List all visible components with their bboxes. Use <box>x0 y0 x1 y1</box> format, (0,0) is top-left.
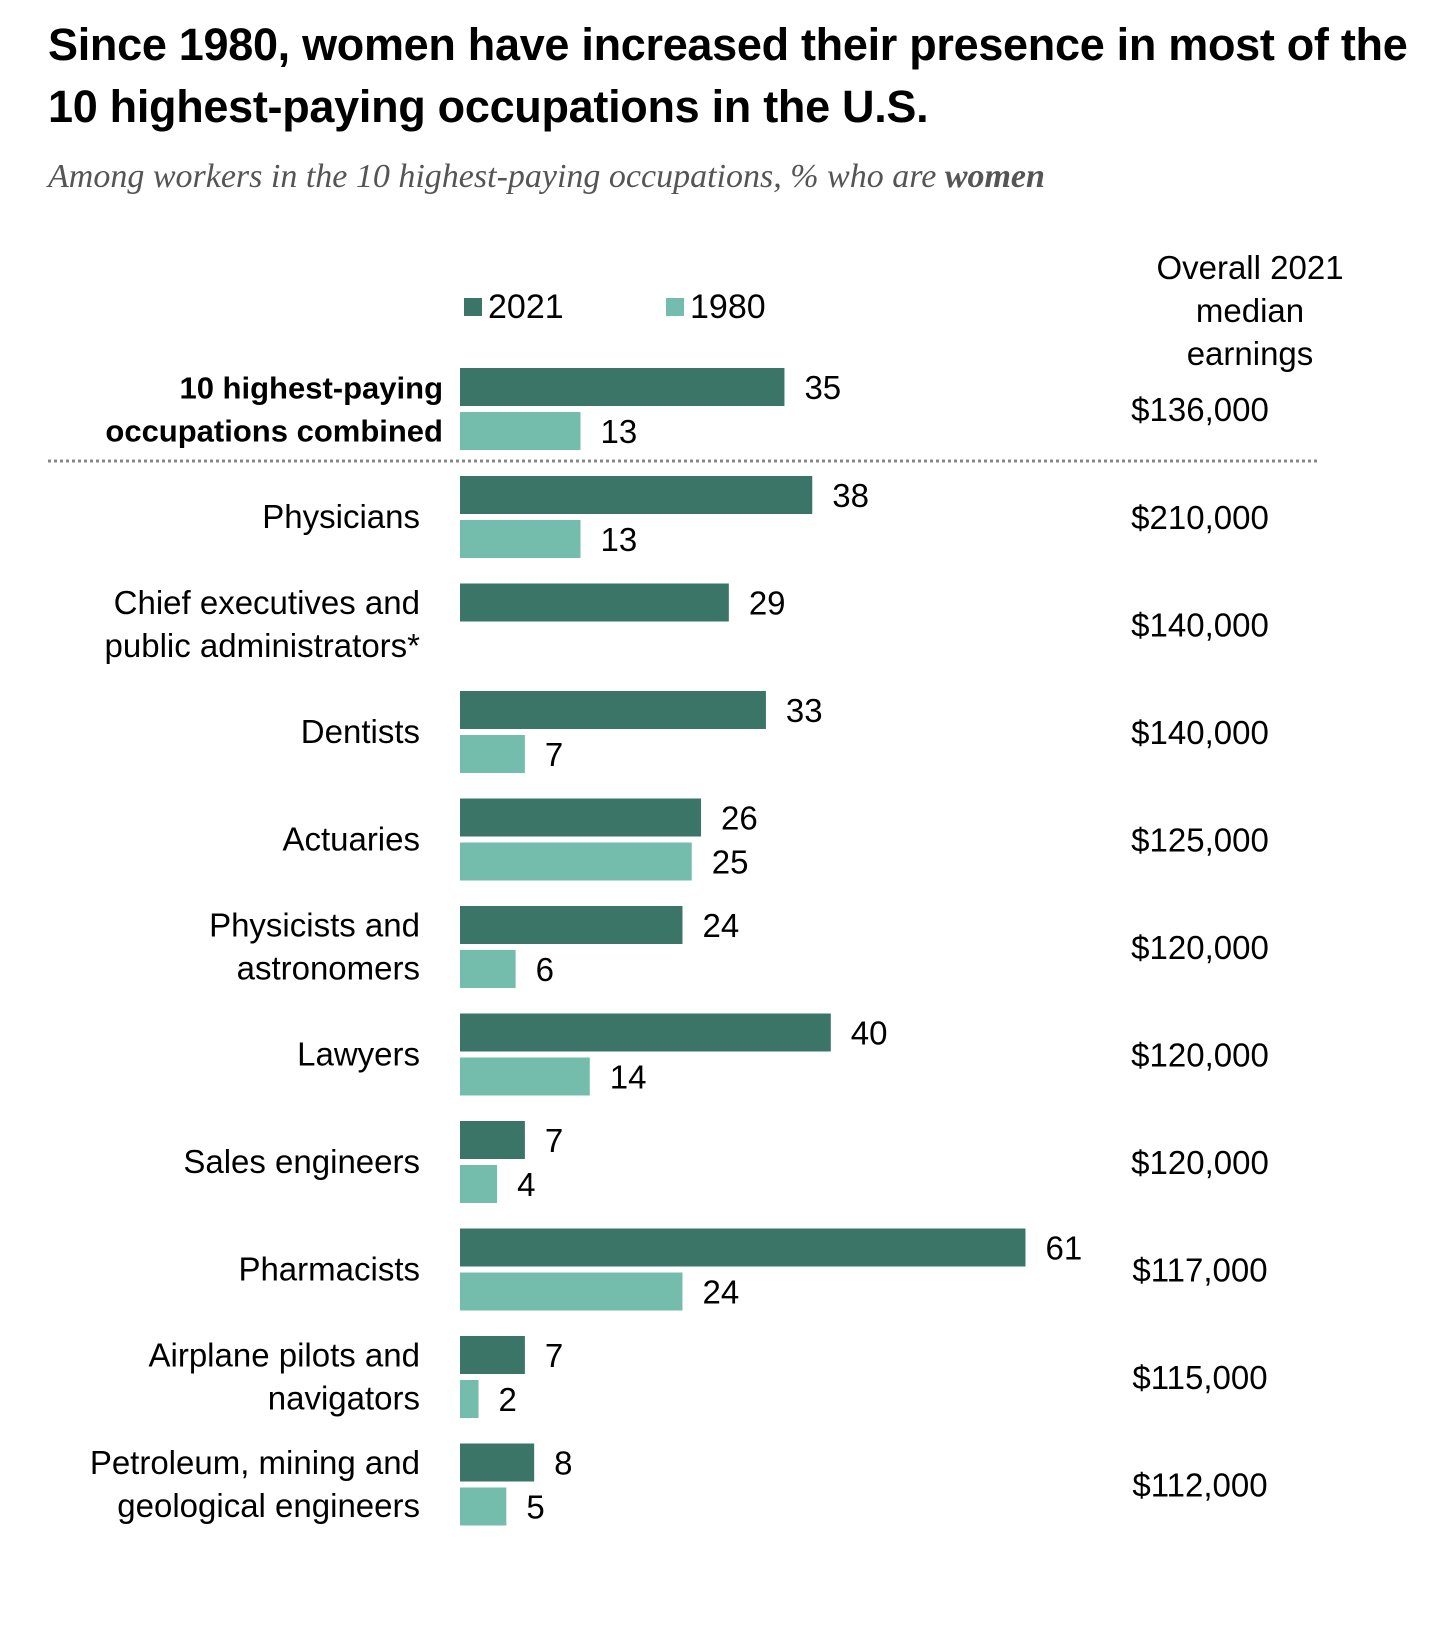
summary-label: 10 highest-paying <box>179 371 443 406</box>
bar-2021-row-1 <box>460 583 729 622</box>
bar-1980-row-4 <box>460 950 516 988</box>
value-label-2021-row-3: 26 <box>721 800 758 837</box>
value-label-2021-row-4: 24 <box>702 907 739 944</box>
earnings-value-row-2: $140,000 <box>1131 714 1269 751</box>
earnings-value-row-6: $120,000 <box>1131 1144 1269 1181</box>
bar-2021-row-6 <box>460 1121 525 1159</box>
earnings-value-row-3: $125,000 <box>1131 822 1269 859</box>
earnings-value-row-1: $140,000 <box>1131 607 1269 644</box>
earnings-header-line: median <box>1195 292 1305 329</box>
bar-1980-summary <box>460 412 581 450</box>
legend-label-1980: 1980 <box>690 288 766 326</box>
category-label: geological engineers <box>117 1487 420 1524</box>
chart-title: Since 1980, women have increased their p… <box>48 19 1408 132</box>
earnings-value-row-8: $115,000 <box>1132 1359 1267 1396</box>
bar-1980-row-0 <box>460 520 581 558</box>
bar-2021-summary <box>460 368 785 406</box>
value-label-1980-row-8: 2 <box>499 1381 517 1418</box>
value-label-1980-row-4: 6 <box>536 951 554 988</box>
earnings-value-row-5: $120,000 <box>1131 1037 1269 1074</box>
category-label: Physicians <box>262 498 420 535</box>
chart-subtitle: Among workers in the 10 highest-paying o… <box>48 158 1045 196</box>
legend-swatch-1980 <box>666 298 684 316</box>
value-label-1980-row-3: 25 <box>712 844 749 881</box>
value-label-2021-row-1: 29 <box>749 585 786 622</box>
summary-label: occupations combined <box>105 414 443 449</box>
bar-2021-row-0 <box>460 476 813 514</box>
bar-1980-row-3 <box>460 842 692 881</box>
value-label-1980-summary: 13 <box>601 413 638 450</box>
earnings-column-header: Overall 2021 median earnings <box>1130 246 1370 375</box>
category-label: Airplane pilots and <box>148 1337 420 1374</box>
bar-1980-row-8 <box>460 1380 479 1418</box>
bar-2021-row-3 <box>460 798 702 837</box>
value-label-1980-row-5: 14 <box>610 1059 647 1096</box>
value-label-1980-row-6: 4 <box>517 1166 535 1203</box>
earnings-value-row-7: $117,000 <box>1132 1252 1267 1289</box>
category-label: Lawyers <box>297 1036 420 1073</box>
earnings-header-line: earnings <box>1186 335 1314 372</box>
value-label-2021-row-8: 7 <box>545 1337 563 1374</box>
value-label-1980-row-0: 13 <box>601 521 638 558</box>
value-label-2021-row-7: 61 <box>1045 1230 1082 1267</box>
legend-swatch-2021 <box>464 298 482 316</box>
earnings-value-row-0: $210,000 <box>1131 499 1269 536</box>
bar-2021-row-7 <box>460 1228 1026 1267</box>
bar-2021-row-5 <box>460 1013 831 1052</box>
bar-2021-row-4 <box>460 906 683 944</box>
value-label-2021-row-2: 33 <box>786 692 823 729</box>
value-label-2021-row-5: 40 <box>851 1015 888 1052</box>
legend-item-1980: 1980 <box>666 290 766 324</box>
earnings-header-line: Overall 2021 <box>1156 249 1344 286</box>
bar-1980-row-7 <box>460 1272 683 1311</box>
category-label: Dentists <box>301 713 420 750</box>
category-label: Actuaries <box>282 821 420 858</box>
bar-1980-row-9 <box>460 1487 507 1526</box>
value-label-1980-row-7: 24 <box>702 1274 739 1311</box>
earnings-value-summary: $136,000 <box>1131 391 1269 428</box>
subtitle-emphasis: women <box>944 158 1045 195</box>
bar-2021-row-8 <box>460 1336 525 1374</box>
bar-2021-row-2 <box>460 691 766 729</box>
category-label: Chief executives and <box>114 584 420 621</box>
earnings-value-row-9: $112,000 <box>1132 1467 1267 1504</box>
category-label: Physicists and <box>209 907 420 944</box>
subtitle-text: Among workers in the 10 highest-paying o… <box>48 158 945 195</box>
earnings-value-row-4: $120,000 <box>1131 929 1269 966</box>
category-label: navigators <box>268 1380 420 1417</box>
value-label-2021-row-6: 7 <box>545 1122 563 1159</box>
value-label-2021-row-0: 38 <box>832 477 869 514</box>
category-label: astronomers <box>237 950 420 987</box>
bar-1980-row-2 <box>460 735 525 773</box>
value-label-1980-row-9: 5 <box>526 1489 544 1526</box>
legend-item-2021: 2021 <box>464 290 564 324</box>
legend-label-2021: 2021 <box>488 288 564 326</box>
value-label-1980-row-2: 7 <box>545 736 563 773</box>
value-label-2021-row-9: 8 <box>554 1445 572 1482</box>
category-label: public administrators* <box>105 627 421 664</box>
category-label: Sales engineers <box>183 1143 420 1180</box>
value-label-2021-summary: 35 <box>804 369 841 406</box>
category-label: Pharmacists <box>238 1251 420 1288</box>
category-label: Petroleum, mining and <box>90 1444 420 1481</box>
bar-2021-row-9 <box>460 1443 535 1482</box>
bar-1980-row-6 <box>460 1165 498 1203</box>
bar-1980-row-5 <box>460 1057 590 1096</box>
